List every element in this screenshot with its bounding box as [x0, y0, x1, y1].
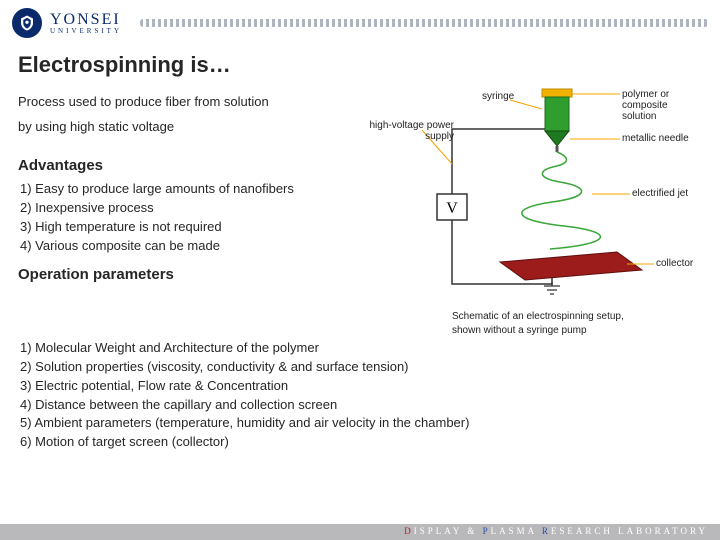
voltage-symbol: V: [446, 200, 458, 217]
intro-text: Process used to produce fiber from solut…: [18, 90, 382, 139]
params-list: Molecular Weight and Architecture of the…: [18, 339, 702, 452]
footer-lab-name: DISPLAY & PLASMA RESEARCH LABORATORY: [0, 524, 720, 540]
label-polymer: polymer or composite solution: [622, 89, 702, 122]
list-item: High temperature is not required: [20, 218, 382, 237]
advantages-list: Easy to produce large amounts of nanofib…: [18, 180, 382, 255]
label-needle: metallic needle: [622, 133, 689, 144]
header-decorative-bar: [140, 19, 708, 27]
label-hv: high-voltage power supply: [354, 120, 454, 142]
caption-line-1: Schematic of an electrospinning setup,: [452, 311, 624, 322]
list-item: Various composite can be made: [20, 237, 382, 256]
diagram-caption: Schematic of an electrospinning setup, s…: [392, 310, 702, 337]
list-item: Distance between the capillary and colle…: [20, 396, 702, 415]
list-item: Solution properties (viscosity, conducti…: [20, 358, 702, 377]
footer-seg-3: ESEARCH LABORATORY: [551, 526, 708, 536]
header-bar-region: YONSEI UNIVERSITY: [0, 0, 720, 42]
logo-main: YONSEI: [50, 12, 122, 28]
params-heading: Operation parameters: [18, 266, 382, 283]
logo-sub: UNIVERSITY: [50, 28, 122, 35]
page-title: Electrospinning is…: [0, 42, 720, 84]
list-item: Electric potential, Flow rate & Concentr…: [20, 377, 702, 396]
intro-line-1: Process used to produce fiber from solut…: [18, 90, 382, 115]
electrospinning-schematic: V syringe: [392, 84, 702, 304]
footer-seg-1: ISPLAY &: [414, 526, 483, 536]
footer-seg-2: LASMA: [491, 526, 542, 536]
label-collector: collector: [656, 258, 693, 269]
list-item: Molecular Weight and Architecture of the…: [20, 339, 702, 358]
list-item: Inexpensive process: [20, 199, 382, 218]
list-item: Motion of target screen (collector): [20, 433, 702, 452]
label-jet: electrified jet: [632, 188, 688, 199]
university-logo-emblem: [12, 8, 42, 38]
advantages-heading: Advantages: [18, 157, 382, 174]
label-syringe: syringe: [482, 91, 514, 102]
intro-line-2: by using high static voltage: [18, 115, 382, 140]
list-item: Ambient parameters (temperature, humidit…: [20, 414, 702, 433]
list-item: Easy to produce large amounts of nanofib…: [20, 180, 382, 199]
caption-line-2: shown without a syringe pump: [452, 325, 587, 336]
university-logo-text: YONSEI UNIVERSITY: [50, 12, 122, 35]
